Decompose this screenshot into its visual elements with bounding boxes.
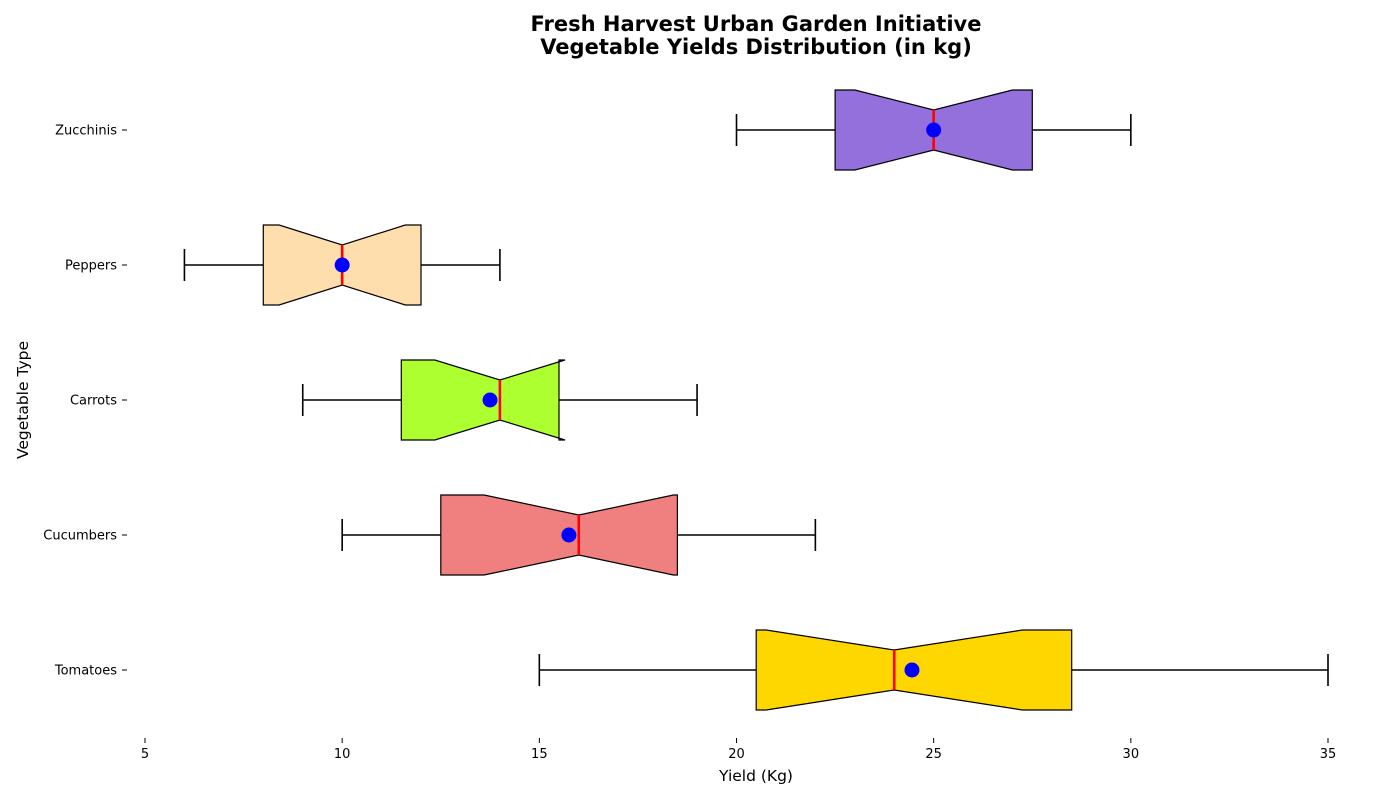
y-tick-label: Peppers: [65, 259, 117, 274]
chart-title-line-2: Vegetable Yields Distribution (in kg): [540, 35, 972, 59]
x-tick-label: 5: [141, 747, 149, 762]
box-tomatoes: [538, 629, 1329, 711]
x-tick-label: 20: [728, 747, 745, 762]
y-axis-label: Vegetable Type: [14, 341, 32, 459]
y-tick-label: Tomatoes: [54, 664, 117, 679]
y-tick-label: Carrots: [70, 394, 117, 409]
y-tick-label: Zucchinis: [55, 124, 117, 139]
box-cucumbers: [341, 494, 817, 576]
mean-marker: [926, 122, 942, 138]
plot-area: [183, 89, 1329, 711]
box-peppers: [183, 224, 501, 306]
box-body: [440, 494, 679, 576]
mean-marker: [904, 662, 920, 678]
x-tick-label: 10: [334, 747, 351, 762]
mean-marker: [482, 392, 498, 408]
x-tick-label: 25: [925, 747, 942, 762]
y-axis: Tomatoes Cucumbers Carrots Peppers Zucchinis: [43, 124, 127, 679]
chart-title-line-1: Fresh Harvest Urban Garden Initiative: [531, 12, 982, 36]
y-tick-label: Cucumbers: [43, 529, 117, 544]
mean-marker: [334, 257, 350, 273]
x-tick-label: 35: [1320, 747, 1337, 762]
box-carrots: [301, 359, 698, 441]
box-zucchinis: [735, 89, 1132, 171]
mean-marker: [561, 527, 577, 543]
x-axis: 5 10 15 20 25 30 35: [141, 738, 1336, 762]
x-tick-label: 30: [1123, 747, 1140, 762]
x-tick-label: 15: [531, 747, 548, 762]
x-axis-label: Yield (Kg): [718, 767, 793, 785]
